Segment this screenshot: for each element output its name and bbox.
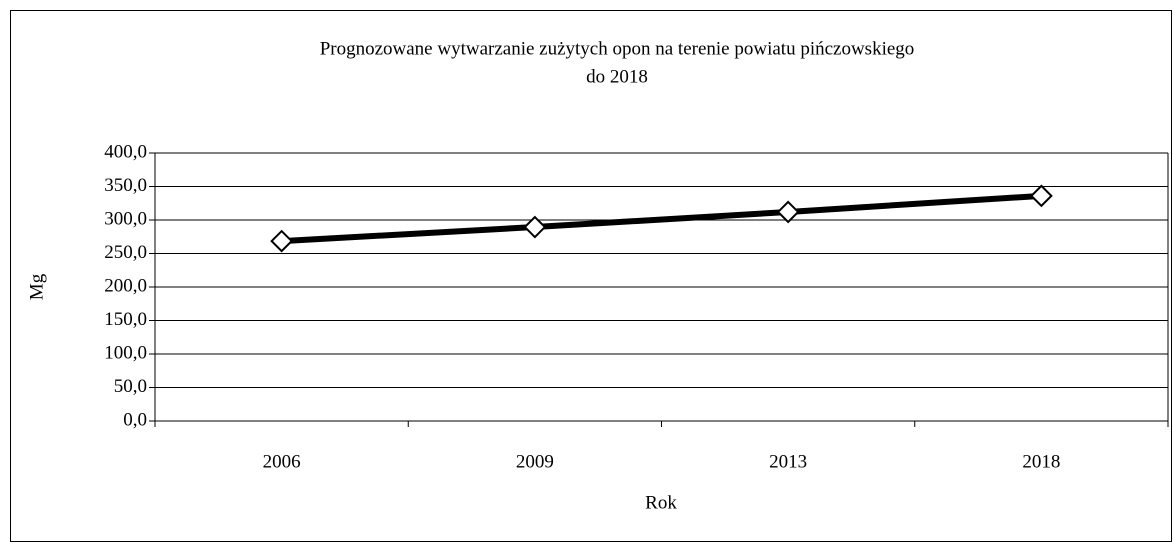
y-tick-label: 350,0 (104, 175, 147, 196)
y-tick-label: 400,0 (104, 141, 147, 162)
y-tick-label: 200,0 (104, 275, 147, 296)
marker (1029, 184, 1053, 208)
line (281, 192, 1042, 245)
x-tick-label: 2013 (769, 451, 807, 472)
marker (776, 200, 800, 224)
x-tick-label: 2018 (1022, 451, 1060, 472)
chart-title: do 2018 (586, 66, 648, 87)
y-tick-label: 0,0 (123, 409, 147, 430)
x-tick-label: 2006 (263, 451, 301, 472)
chart-border (10, 10, 1172, 542)
x-tick-label: 2009 (516, 451, 554, 472)
y-tick-label: 150,0 (104, 309, 147, 330)
marker (270, 229, 294, 253)
y-axis-label: Mg (26, 273, 47, 300)
x-axis-label: Rok (645, 492, 677, 513)
y-tick-label: 50,0 (114, 376, 147, 397)
chart-title: Prognozowane wytwarzanie zużytych opon n… (320, 38, 915, 59)
marker (523, 215, 547, 239)
y-tick-label: 100,0 (104, 342, 147, 363)
y-tick-label: 300,0 (104, 208, 147, 229)
y-tick-label: 250,0 (104, 242, 147, 263)
